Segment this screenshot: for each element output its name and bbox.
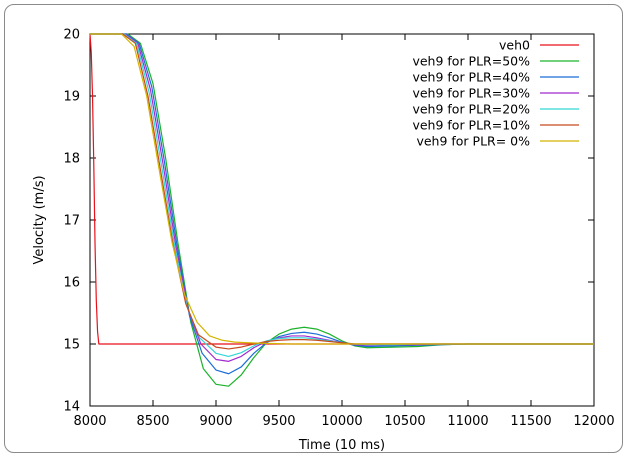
- x-tick-label: 11000: [447, 414, 488, 429]
- y-axis-label: Velocity (m/s): [32, 175, 47, 264]
- x-tick-label: 9500: [262, 414, 295, 429]
- legend-label: veh9 for PLR=20%: [412, 102, 530, 117]
- legend-label: veh0: [499, 38, 530, 53]
- y-tick-label: 16: [63, 276, 80, 291]
- x-axis-label: Time (10 ms): [298, 438, 385, 453]
- chart-frame: 8000 8500 9000 9500 10000 10500 11000 11500 1200…: [4, 4, 623, 453]
- series-line-4: [90, 33, 594, 357]
- legend-label: veh9 for PLR= 0%: [416, 134, 530, 149]
- x-tick-label: 9000: [199, 414, 232, 429]
- x-tick-label: 10000: [321, 414, 362, 429]
- series-line-6: [90, 33, 594, 345]
- legend-label: veh9 for PLR=30%: [412, 86, 530, 101]
- y-tick-label: 20: [63, 28, 80, 43]
- x-tick-label: 8500: [136, 414, 169, 429]
- y-tick-label: 17: [63, 214, 80, 229]
- series-line-1: [90, 33, 594, 387]
- legend-label: veh9 for PLR=10%: [412, 118, 530, 133]
- y-tick-label: 18: [63, 152, 80, 167]
- legend-label: veh9 for PLR=40%: [412, 70, 530, 85]
- x-tick-label: 12000: [573, 414, 614, 429]
- y-tick-label: 14: [63, 400, 80, 415]
- legend-label: veh9 for PLR=50%: [412, 54, 530, 69]
- x-tick-label: 10500: [384, 414, 425, 429]
- series-lines: [89, 33, 594, 387]
- line-chart: 8000 8500 9000 9500 10000 10500 11000 11500 1200…: [32, 28, 615, 454]
- y-tick-label: 19: [63, 90, 80, 105]
- y-axis: 14 15 16 17 18 19 20: [63, 28, 594, 415]
- x-tick-label: 11500: [510, 414, 551, 429]
- x-axis: 8000 8500 9000 9500 10000 10500 11000 11500 1200…: [73, 34, 615, 429]
- x-tick-label: 8000: [73, 414, 106, 429]
- y-tick-label: 15: [63, 338, 80, 353]
